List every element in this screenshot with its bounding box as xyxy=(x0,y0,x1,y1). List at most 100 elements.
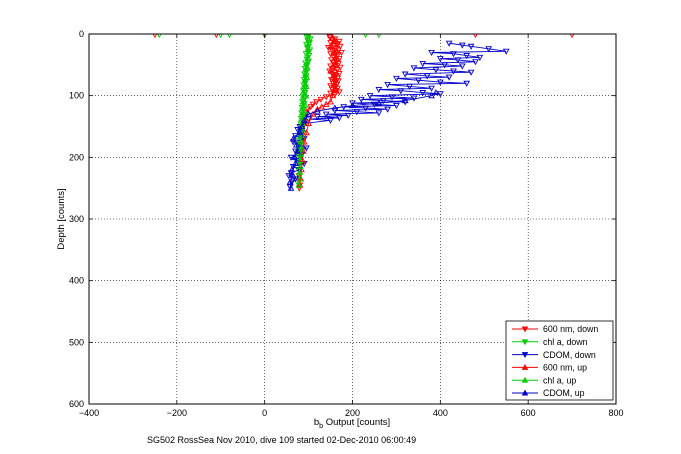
data-point xyxy=(322,94,330,101)
data-point xyxy=(299,99,306,106)
data-point xyxy=(294,157,301,164)
data-point xyxy=(432,89,440,96)
data-point xyxy=(327,34,334,38)
legend-label: chl a, up xyxy=(543,375,576,385)
x-tick-label: −200 xyxy=(167,408,187,418)
data-point xyxy=(375,86,383,94)
data-point xyxy=(450,51,457,58)
x-tick-labels: −400 −200 0 200 400 600 800 xyxy=(79,408,624,418)
y-tick-label: 500 xyxy=(69,337,84,347)
data-point xyxy=(303,64,311,71)
data-point xyxy=(401,71,409,78)
data-point xyxy=(476,54,484,61)
grid-lines xyxy=(89,34,616,404)
data-point xyxy=(295,181,303,188)
data-point xyxy=(331,104,339,111)
data-point xyxy=(406,83,413,90)
data-point xyxy=(298,132,305,139)
data-point xyxy=(285,173,293,180)
data-point xyxy=(454,57,462,64)
data-point xyxy=(291,153,298,160)
data-point xyxy=(441,62,449,69)
data-point xyxy=(436,79,444,86)
data-point xyxy=(330,85,338,93)
data-point xyxy=(357,96,365,103)
data-point xyxy=(423,73,431,80)
x-tick-label: 0 xyxy=(262,408,267,418)
data-point xyxy=(218,34,224,39)
data-point xyxy=(303,145,310,152)
data-point xyxy=(384,106,391,113)
data-point xyxy=(305,34,312,38)
data-point xyxy=(304,45,312,52)
data-point xyxy=(294,127,301,134)
legend-label: 600 nm, down xyxy=(543,324,598,334)
x-tick-label: 400 xyxy=(433,408,448,418)
data-point xyxy=(300,77,308,84)
data-point xyxy=(366,93,374,100)
data-point xyxy=(436,56,444,63)
data-point xyxy=(458,42,466,49)
data-point xyxy=(428,49,435,57)
data-point xyxy=(393,75,400,82)
data-point xyxy=(305,110,312,117)
data-point xyxy=(300,107,308,114)
data-point xyxy=(333,55,341,62)
data-point xyxy=(362,105,370,112)
data-point xyxy=(300,138,308,145)
data-point xyxy=(156,34,162,39)
legend-marker xyxy=(521,363,529,370)
data-point xyxy=(300,136,308,143)
legend-entry: chl a, down xyxy=(512,337,588,347)
data-point xyxy=(329,92,337,99)
y-tick-label: 0 xyxy=(79,29,84,39)
y-axis-label: Depth [counts] xyxy=(56,188,67,249)
data-point xyxy=(375,99,383,106)
series-4 xyxy=(295,34,312,188)
legend: 600 nm, down chl a, down CDOM, down 600 nm,… xyxy=(505,320,614,401)
data-point xyxy=(297,150,305,157)
data-point xyxy=(344,112,352,119)
data-point xyxy=(152,34,158,39)
plot-series xyxy=(152,34,575,192)
data-point xyxy=(327,117,334,124)
data-point xyxy=(304,55,312,62)
legend-marker xyxy=(521,339,529,346)
data-point xyxy=(436,91,444,98)
y-tick-label: 400 xyxy=(69,276,84,286)
data-point xyxy=(384,82,391,89)
legend-marker xyxy=(521,389,529,396)
data-point xyxy=(298,104,306,111)
legend-marker xyxy=(521,352,529,359)
y-tick-label: 200 xyxy=(69,152,84,162)
data-point xyxy=(322,111,330,118)
data-point xyxy=(292,148,299,155)
data-point xyxy=(305,116,312,123)
legend-entry: CDOM, down xyxy=(512,350,596,360)
data-point xyxy=(401,99,409,106)
data-point xyxy=(309,110,317,117)
data-point xyxy=(296,175,304,182)
data-point xyxy=(353,109,361,116)
data-point xyxy=(331,37,339,44)
y-tick-label: 100 xyxy=(69,91,84,101)
data-point xyxy=(303,82,310,89)
data-point xyxy=(445,74,453,81)
data-point xyxy=(388,94,396,101)
data-point xyxy=(327,98,334,105)
data-point xyxy=(376,34,382,39)
legend-box xyxy=(505,320,614,401)
x-tick-label: 800 xyxy=(608,408,623,418)
data-point xyxy=(299,147,307,154)
data-point xyxy=(349,100,356,107)
data-point xyxy=(467,69,475,76)
data-point xyxy=(349,102,356,109)
data-point xyxy=(485,46,493,53)
legend-label: CDOM, up xyxy=(543,388,585,398)
data-point xyxy=(296,156,304,163)
legend-label: chl a, down xyxy=(543,337,588,347)
y-tick-label: 600 xyxy=(69,399,84,409)
data-point xyxy=(303,73,311,80)
data-point xyxy=(294,147,301,154)
